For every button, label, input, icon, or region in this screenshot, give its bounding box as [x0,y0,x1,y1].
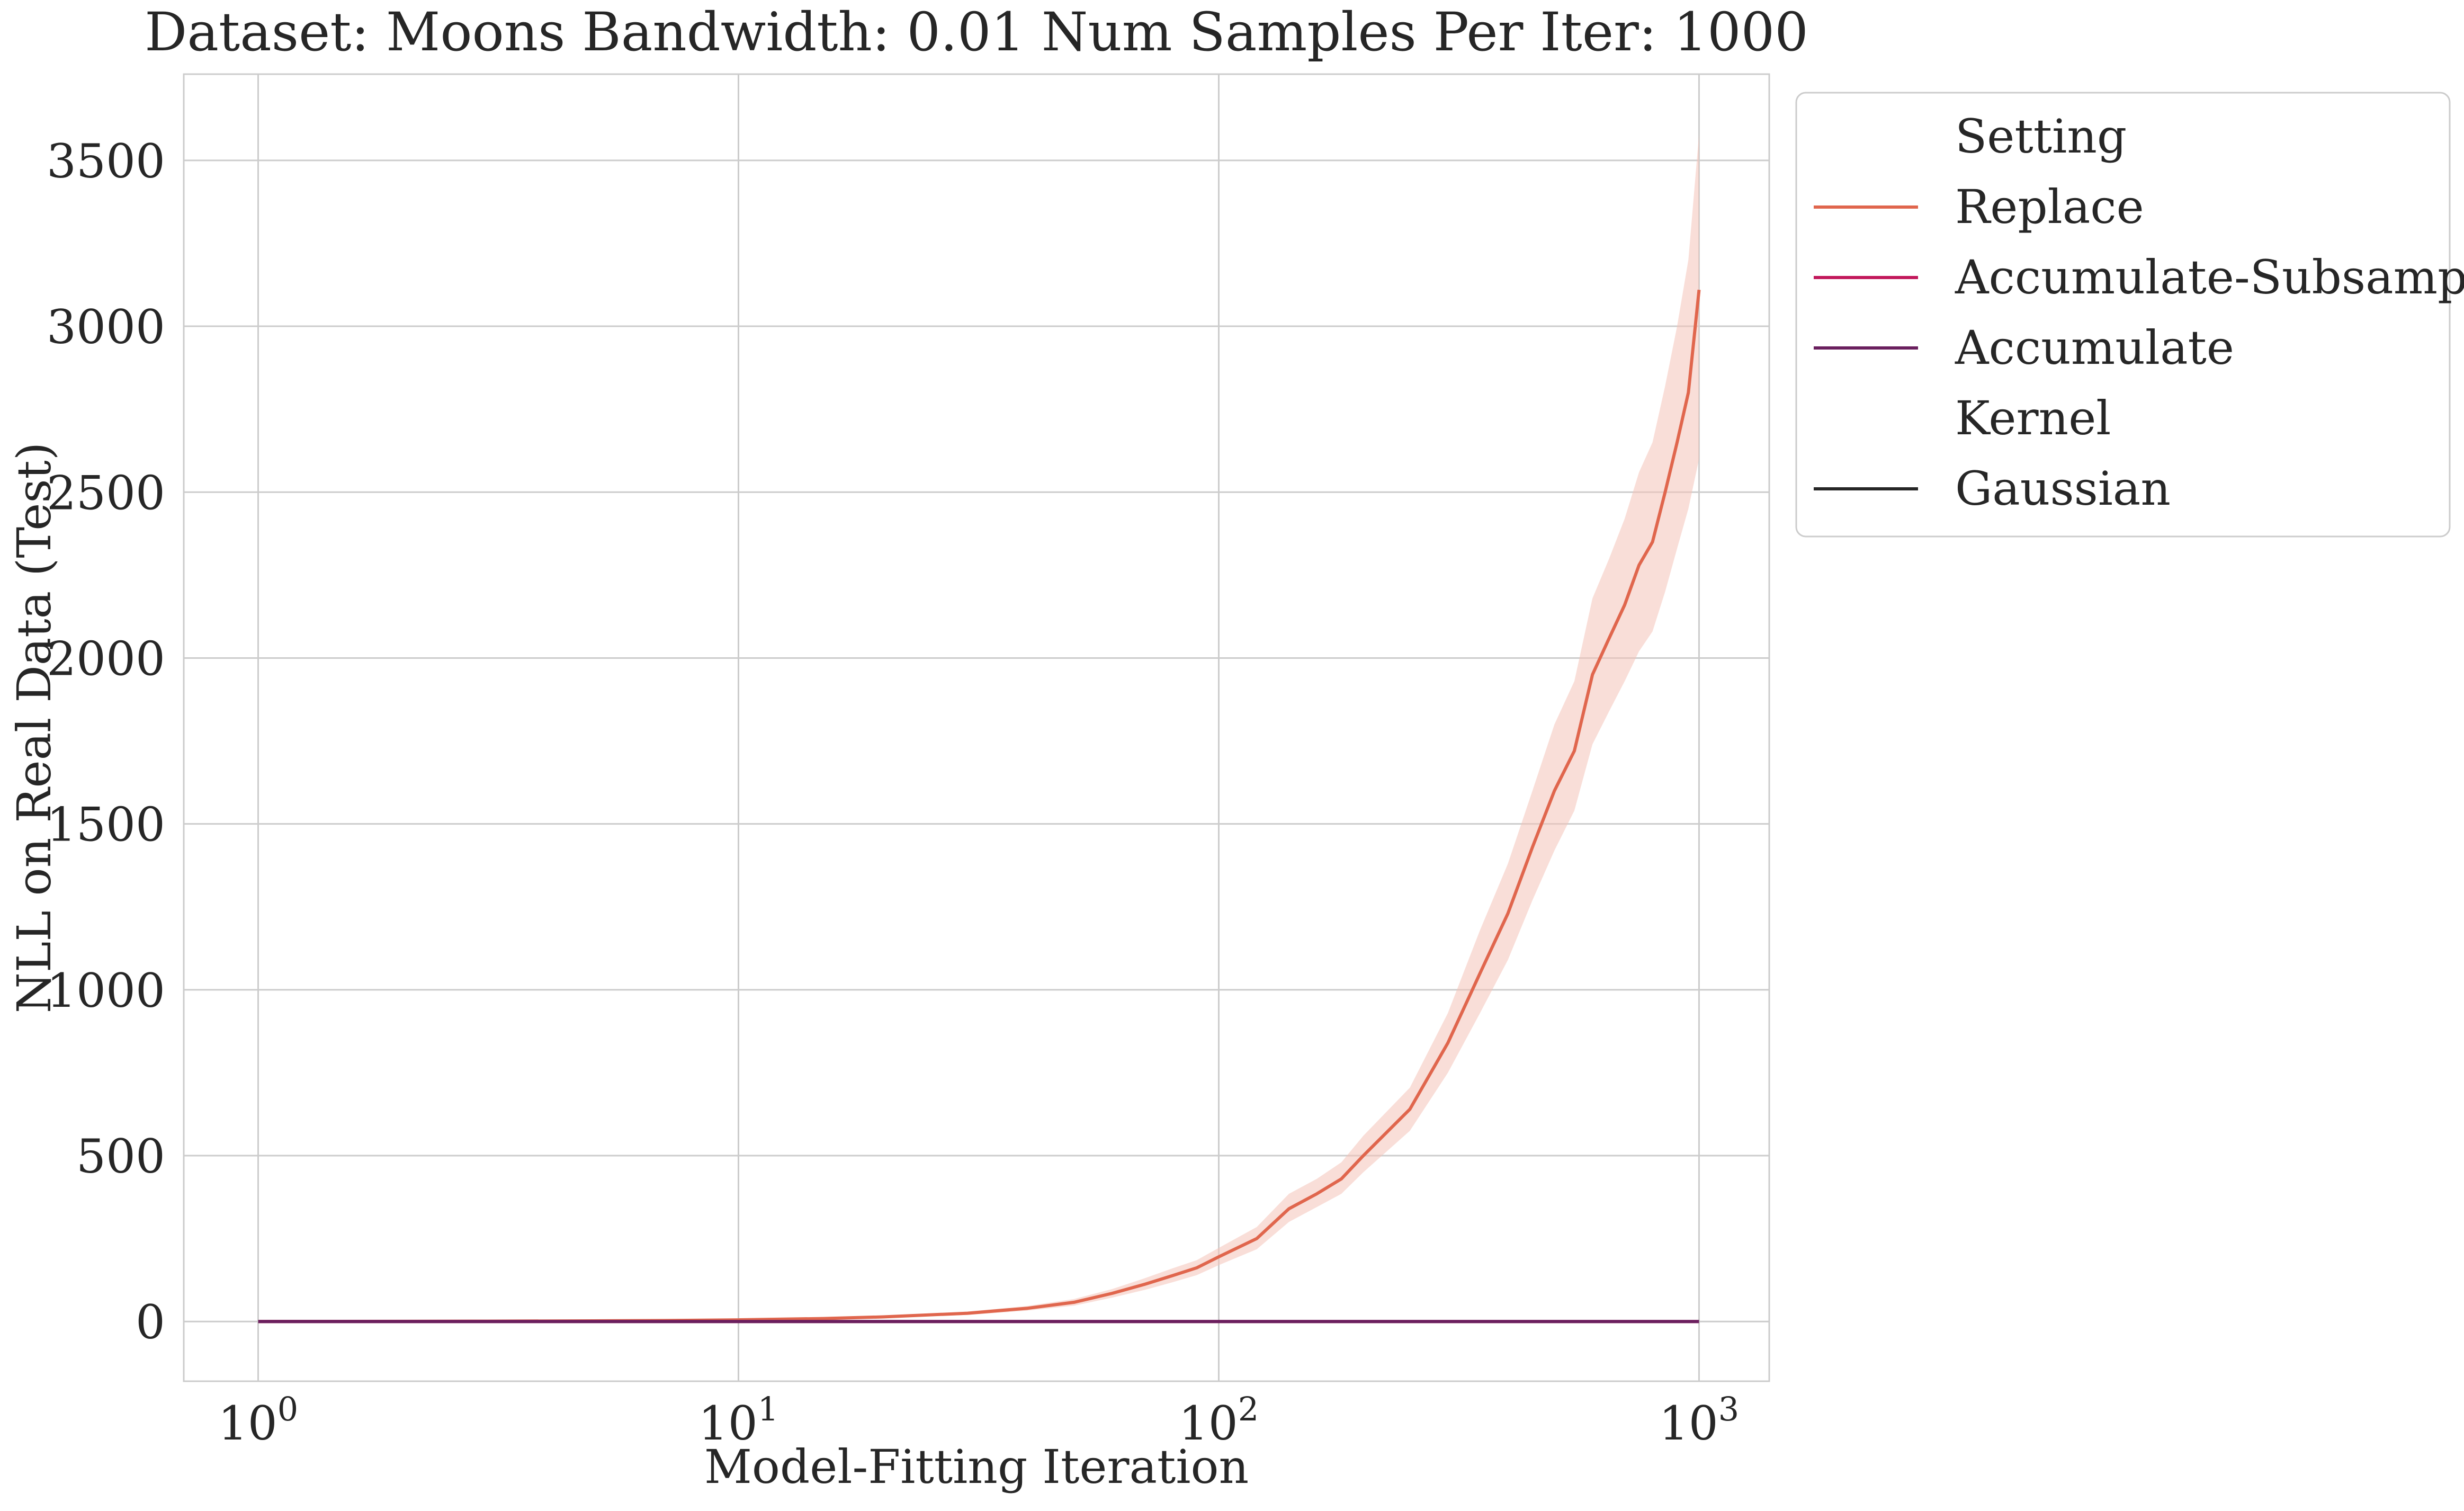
legend: Setting Replace Accumulate-Subsample Accumu… [1795,92,2464,538]
legend-label: Setting [1955,109,2127,164]
legend-box [1795,92,2451,538]
y-tick-labels: 0 500 1000 1500 2000 2500 3000 3500 [47,134,165,1349]
y-tick-label: 3000 [47,300,165,354]
legend-label: Gaussian [1955,461,2171,516]
plot-area [183,73,1770,1382]
x-tick-label: 101 [698,1390,778,1451]
y-tick-label: 3500 [47,134,165,189]
chart-title: Dataset: Moons Bandwidth: 0.01 Num Sampl… [145,1,1808,63]
y-tick-label: 1000 [47,963,165,1018]
x-tick-label: 100 [218,1390,298,1451]
x-axis-label: Model-Fitting Iteration [704,1440,1249,1494]
x-tick-labels: 100 101 102 103 [218,1390,1739,1451]
y-tick-label: 1500 [47,798,165,852]
legend-label: Replace [1955,180,2144,234]
legend-label: Accumulate [1955,320,2234,375]
y-tick-label: 2000 [47,631,165,686]
y-tick-label: 2500 [47,466,165,520]
legend-label: Accumulate-Subsample [1955,250,2464,305]
x-tick-label: 102 [1179,1390,1259,1451]
x-tick-label: 103 [1659,1390,1739,1451]
y-axis-label: NLL on Real Data (Test) [7,442,61,1013]
y-tick-label: 0 [136,1295,165,1349]
legend-label: Kernel [1955,391,2111,445]
line-replace [258,289,1701,1324]
y-tick-label: 500 [76,1129,165,1184]
series-lines [258,289,1701,1324]
